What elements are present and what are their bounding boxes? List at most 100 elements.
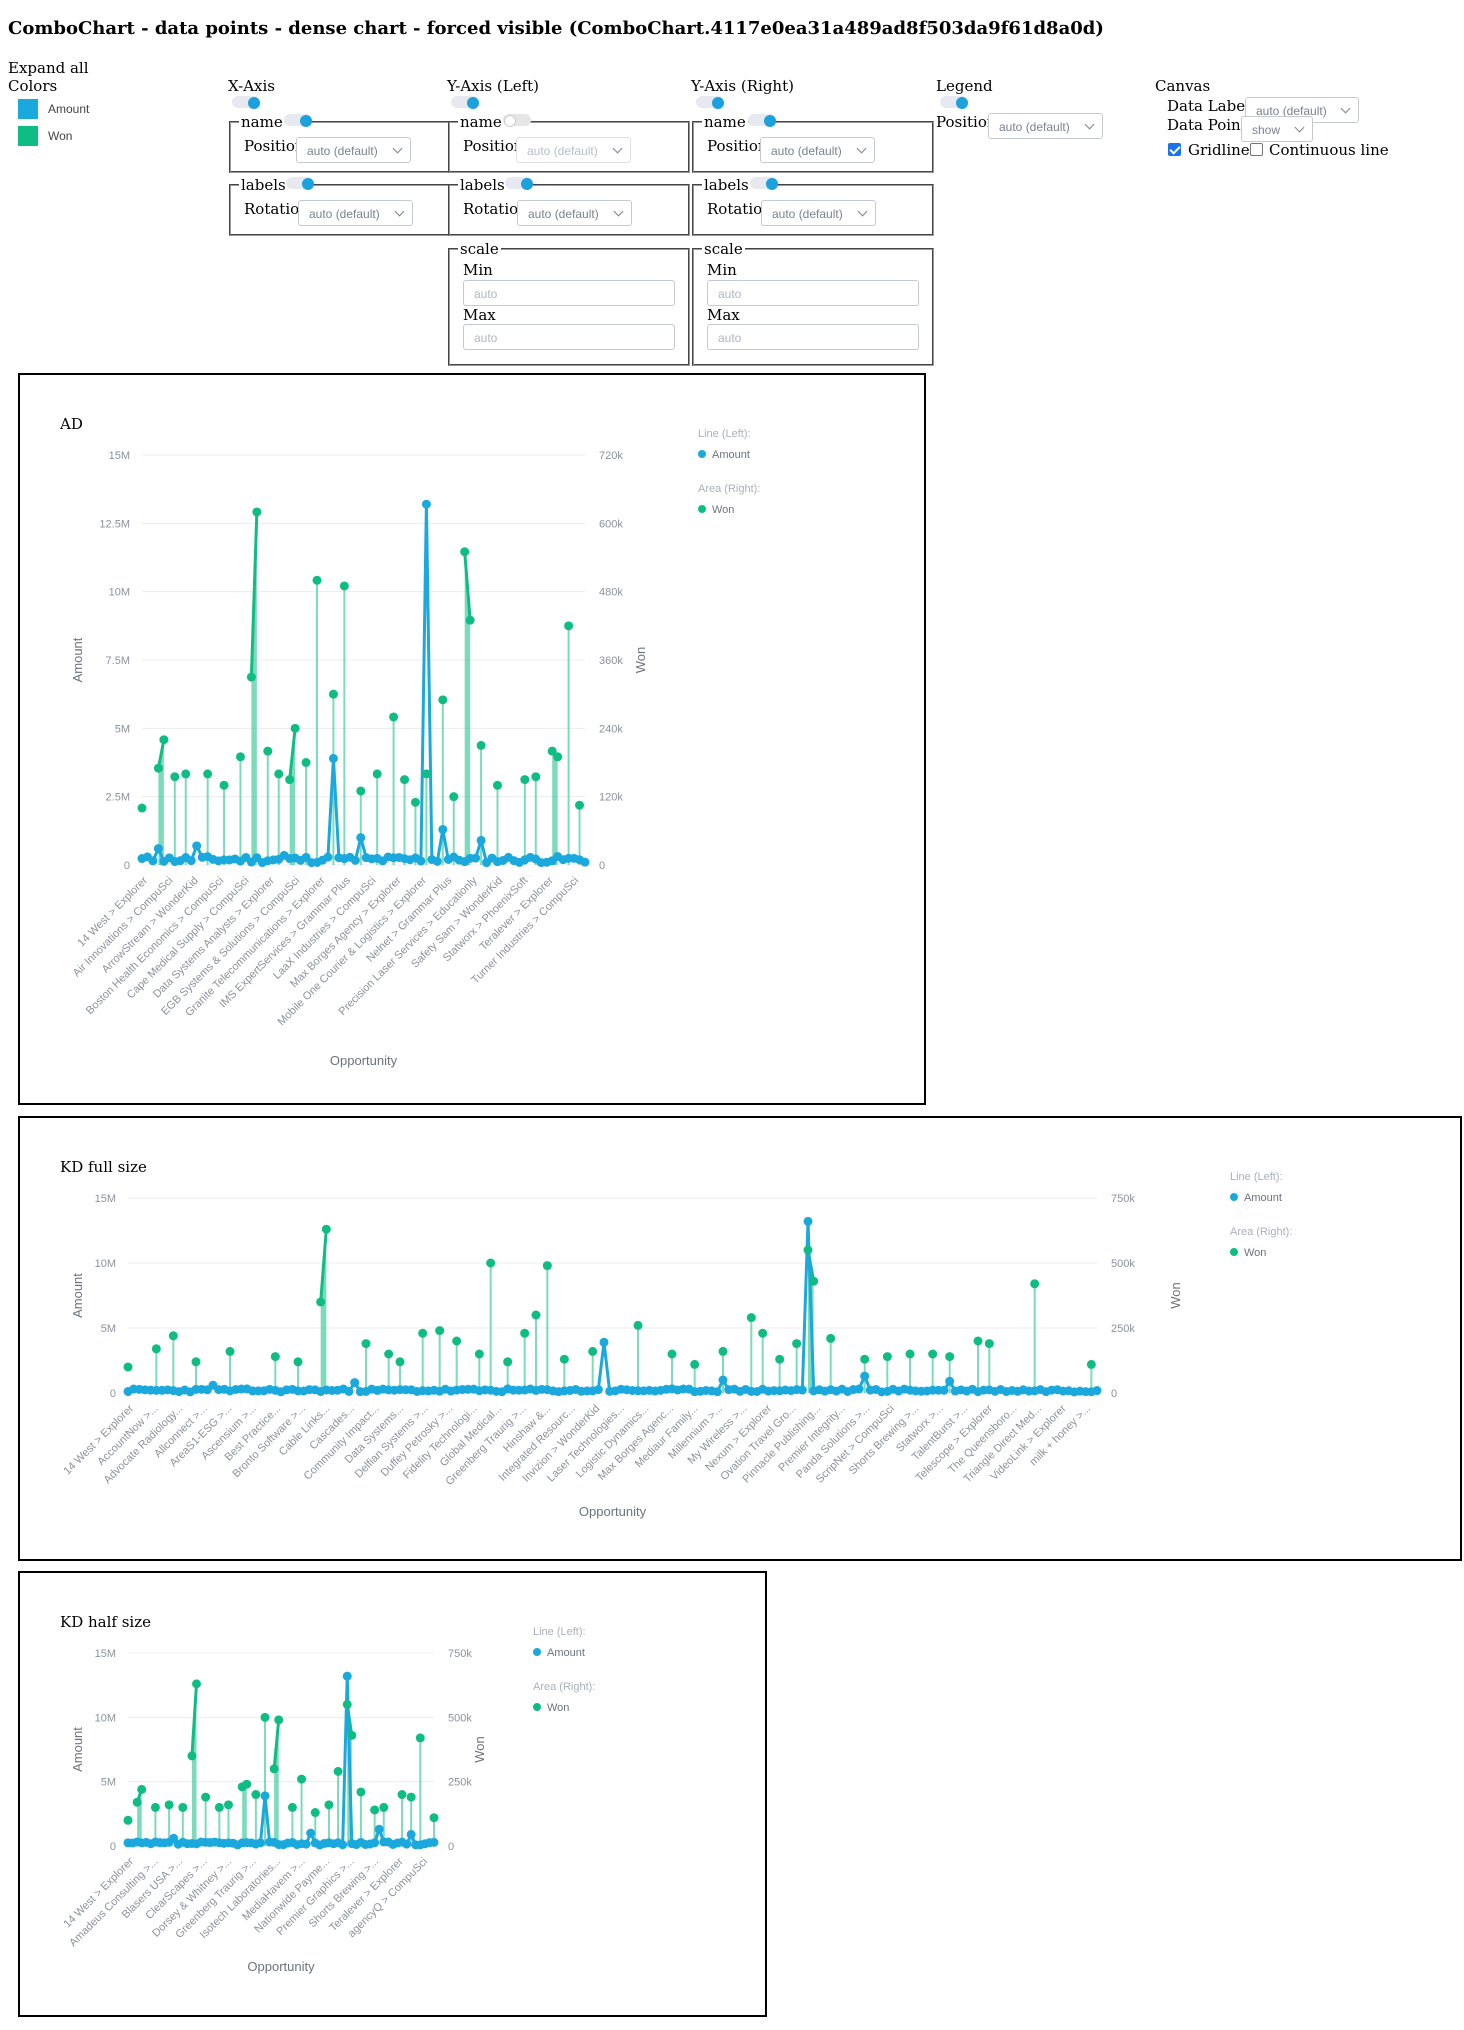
won-point [170,772,180,782]
won-point [775,1354,785,1364]
y-right-labels-toggle[interactable] [750,177,778,190]
y-right-tick-label: 240k [599,723,623,735]
y-left-tick-label: 10M [109,587,130,599]
y-left-name-toggle[interactable] [503,114,531,127]
y-right-toggle[interactable] [696,96,724,109]
legend-item-label: Won [712,504,734,516]
won-point [531,1310,541,1320]
amount-point [599,1337,609,1347]
won-point [531,772,541,782]
won-point [542,1261,552,1271]
amount-point [421,499,431,509]
y-right-max-input[interactable]: auto [707,324,919,350]
won-area-segment [289,728,296,865]
y-left-rotation-label: Rotation [463,200,528,218]
y-left-toggle[interactable] [451,96,479,109]
amount-point [148,856,158,866]
y-left-max-input[interactable]: auto [463,324,675,350]
continuous-line-checkbox[interactable] [1250,143,1263,156]
y-left-tick-label: 5M [101,1777,116,1789]
legend-position-select[interactable]: auto (default) [988,113,1103,139]
won-area-segment [251,511,257,865]
legend-dot [533,1648,541,1656]
amount-line [127,1674,435,1847]
data-labels-label: Data Labels [1167,97,1258,115]
won-point [316,1297,326,1307]
data-points-select[interactable]: show [1241,116,1313,142]
amount-point [328,753,338,763]
legend-group-label: Line (Left): [533,1626,586,1638]
won-point [758,1328,768,1338]
y-left-scale-group: scale [448,240,690,366]
x-axis-toggle[interactable] [232,96,260,109]
x-axis-position-label: Position [244,137,305,155]
y-left-tick-label: 12.5M [99,518,130,530]
amount-point [593,1385,603,1395]
won-point [1086,1359,1096,1369]
x-axis-rotation-label: Rotation [244,200,309,218]
won-point [882,1352,892,1362]
won-point [575,800,585,810]
y-left-labels-toggle[interactable] [505,177,533,190]
y-right-position-select[interactable]: auto (default) [760,137,875,163]
won-line-segment [272,1719,281,1769]
x-axis-rotation-select[interactable]: auto (default) [298,200,413,226]
color-swatch-amount[interactable] [18,99,38,119]
won-point [246,672,256,682]
won-point [503,1357,513,1367]
y-left-heading: Y-Axis (Left) [447,77,539,95]
y-right-min-input[interactable]: auto [707,280,919,306]
won-point [187,1751,197,1761]
amount-point [718,1375,728,1385]
y-right-name-toggle[interactable] [748,114,776,127]
won-point [553,752,563,762]
y-right-name-group: name [692,113,934,173]
won-point [633,1320,643,1330]
x-axis-title: Opportunity [579,1504,647,1519]
won-point [389,712,399,722]
y-right-tick-label: 360k [599,655,623,667]
won-point [474,1349,484,1359]
won-line-segment [319,1229,328,1303]
y-left-min-input[interactable]: auto [463,280,675,306]
y-left-labels-legend: labels [460,176,505,194]
won-point [415,1733,425,1743]
chart-title: KD half size [60,1613,151,1631]
y-right-rotation-select[interactable]: auto (default) [761,200,876,226]
x-axis-labels-toggle[interactable] [286,177,314,190]
y-left-position-select[interactable]: auto (default) [516,137,631,163]
y-right-tick-label: 600k [599,518,623,530]
x-axis-title: Opportunity [330,1053,398,1068]
won-point [973,1336,983,1346]
won-point [435,1326,445,1336]
y-right-tick-label: 250k [448,1777,472,1789]
y-right-heading: Y-Axis (Right) [691,77,794,95]
expand-all-link[interactable]: Expand all [8,59,89,77]
legend-group-label: Line (Left): [1230,1171,1283,1183]
won-point [274,769,284,779]
won-point [285,775,295,785]
amount-point [338,1840,348,1850]
amount-point [350,1378,360,1388]
gridline-checkbox[interactable] [1168,143,1181,156]
won-point [397,1790,407,1800]
won-point [452,1336,462,1346]
x-axis-position-select[interactable]: auto (default) [296,137,411,163]
amount-point [192,841,202,851]
legend-item-label: Amount [712,449,750,461]
amount-point [860,1371,870,1381]
color-swatch-won[interactable] [18,126,38,146]
amount-point [712,1387,722,1397]
amount-point [854,1384,864,1394]
y-left-scale-legend: scale [460,240,499,258]
won-point [192,1679,202,1689]
amount-point [580,857,590,867]
y-left-rotation-select[interactable]: auto (default) [517,200,632,226]
x-axis-name-toggle[interactable] [284,114,312,127]
legend-toggle[interactable] [940,96,968,109]
won-point [400,775,410,785]
amount-point [342,1671,352,1681]
y-left-tick-label: 10M [95,1258,116,1270]
legend-item-label: Amount [547,1647,585,1659]
legend-dot [533,1703,541,1711]
